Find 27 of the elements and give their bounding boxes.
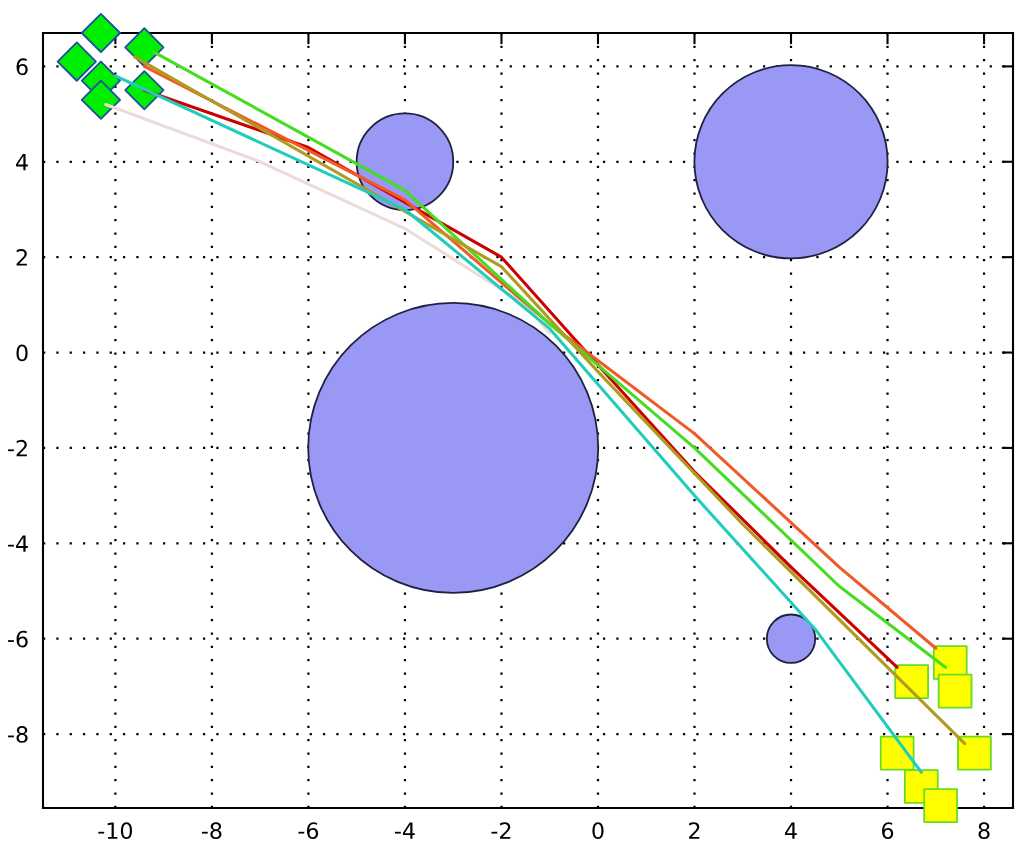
y-tick-label: -4: [8, 535, 28, 552]
x-tick-label: -8: [201, 822, 222, 840]
y-tick-label: -8: [8, 726, 28, 743]
line-series: [104, 103, 552, 335]
x-tick-label: -4: [394, 822, 415, 839]
x-tick-label: -6: [298, 822, 319, 840]
y-tick-label: 4: [16, 154, 28, 171]
point: [80, 79, 121, 120]
y-tick-label: -2: [8, 439, 27, 457]
y-tick-label: 6: [16, 58, 28, 76]
x-tick-label: 0: [592, 822, 604, 840]
x-tick-label: -10: [98, 822, 133, 840]
y-tick-label: -6: [8, 630, 28, 648]
y-tick-label: 2: [16, 249, 27, 266]
point: [894, 664, 929, 699]
point: [923, 788, 958, 823]
x-tick-label: 4: [785, 822, 797, 839]
x-tick-label: -2: [491, 822, 511, 839]
point: [56, 41, 97, 82]
x-tick-label: 6: [882, 822, 894, 840]
point: [957, 735, 992, 771]
point: [937, 673, 973, 709]
x-tick-label: 2: [689, 822, 700, 839]
point: [124, 27, 165, 68]
point: [80, 12, 121, 54]
x-tick-label: 8: [978, 822, 990, 840]
y-tick-label: 0: [16, 344, 28, 362]
